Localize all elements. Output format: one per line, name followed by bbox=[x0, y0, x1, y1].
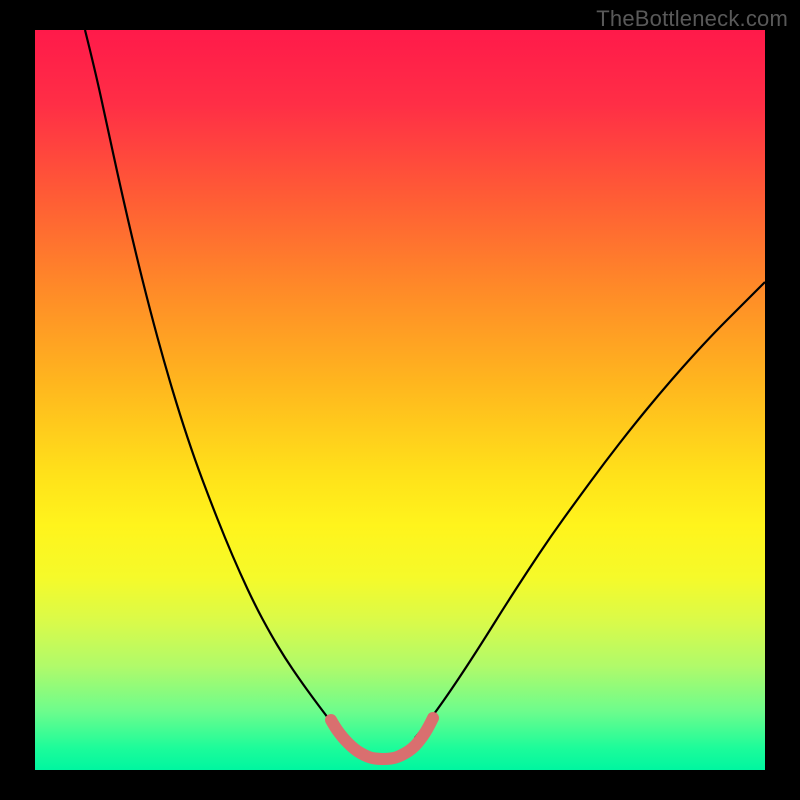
chart-container: TheBottleneck.com bbox=[0, 0, 800, 800]
watermark-text: TheBottleneck.com bbox=[596, 6, 788, 32]
bottleneck-chart bbox=[0, 0, 800, 800]
